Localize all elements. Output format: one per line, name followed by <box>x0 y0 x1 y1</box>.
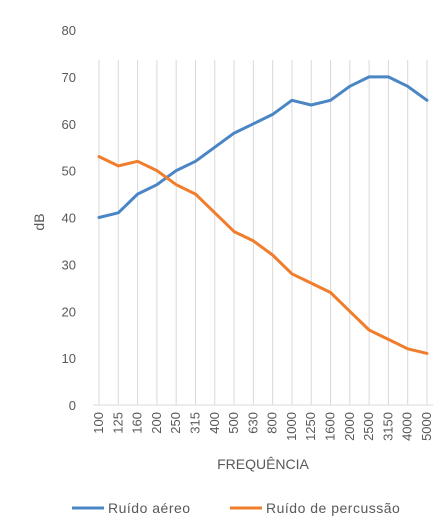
x-tick-label: 3150 <box>380 412 395 441</box>
x-axis-title: FREQUÊNCIA <box>217 456 309 472</box>
x-tick-label: 4000 <box>400 412 415 441</box>
x-tick-label: 250 <box>168 412 183 434</box>
series-line-2 <box>97 155 429 355</box>
y-tick-label: 50 <box>62 164 76 179</box>
legend-label: Ruído aéreo <box>108 500 191 516</box>
y-tick-label: 20 <box>62 304 76 319</box>
y-tick-label: 0 <box>69 398 76 413</box>
x-tick-label: 2000 <box>342 412 357 441</box>
x-tick-label: 200 <box>149 412 164 434</box>
x-tick-label: 630 <box>245 412 260 434</box>
y-tick-label: 40 <box>62 211 76 226</box>
x-tick-label: 1250 <box>303 412 318 441</box>
x-tick-label: 125 <box>110 412 125 434</box>
y-axis-ticks: 0 10 20 30 40 50 60 70 80 <box>62 23 76 413</box>
series-line-1 <box>97 75 429 219</box>
grid-lines <box>93 60 433 406</box>
y-axis-title: dB <box>31 213 47 230</box>
x-tick-label: 160 <box>130 412 145 434</box>
x-tick-label: 315 <box>187 412 202 434</box>
x-tick-label: 400 <box>207 412 222 434</box>
x-tick-label: 5000 <box>419 412 434 441</box>
x-tick-label: 800 <box>265 412 280 434</box>
x-tick-label: 100 <box>91 412 106 434</box>
x-tick-label: 2500 <box>361 412 376 441</box>
series-group <box>97 75 429 355</box>
legend-label: Ruído de percussão <box>266 500 400 516</box>
y-tick-label: 10 <box>62 351 76 366</box>
x-axis-ticks: 100 125 160 200 250 315 400 500 630 800 1000 1250 16… <box>91 412 434 441</box>
x-tick-label: 1000 <box>284 412 299 441</box>
x-tick-label: 1600 <box>323 412 338 441</box>
legend: Ruído aéreo Ruído de percussão <box>72 500 400 516</box>
x-tick-label: 500 <box>226 412 241 434</box>
y-tick-label: 60 <box>62 117 76 132</box>
y-tick-label: 70 <box>62 70 76 85</box>
y-tick-label: 80 <box>62 23 76 38</box>
y-tick-label: 30 <box>62 257 76 272</box>
